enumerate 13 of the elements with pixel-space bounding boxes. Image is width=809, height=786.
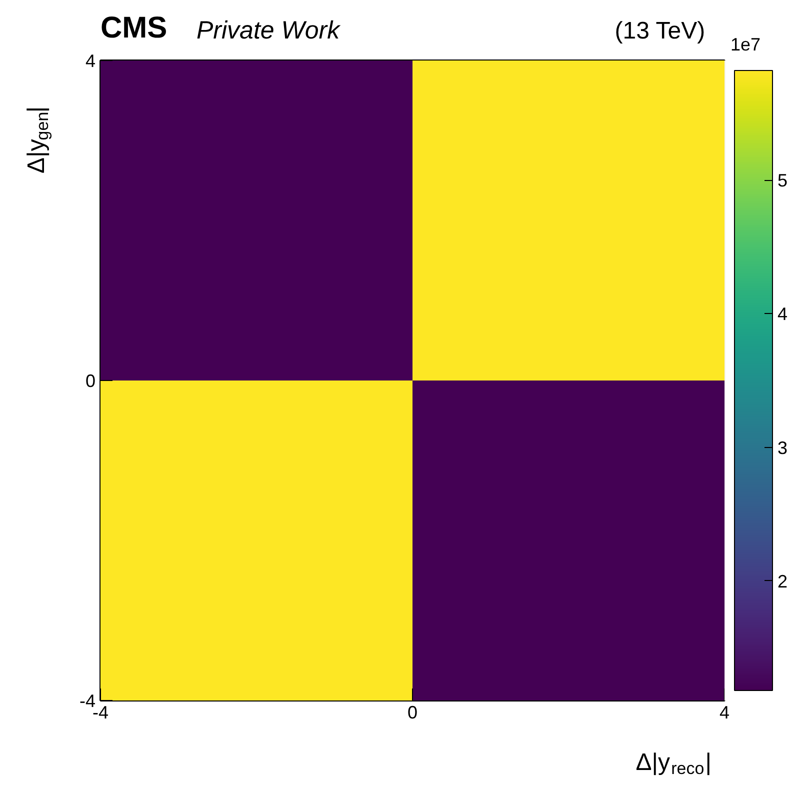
x-tick-label: 0 <box>407 702 418 722</box>
color-bar-label: 3 <box>778 438 788 458</box>
color-bar-title: 1e7 <box>730 34 761 54</box>
y-tick-label: 0 <box>85 371 96 391</box>
text: (13 TeV) <box>614 18 706 44</box>
x-tick-label: 4 <box>719 702 730 722</box>
color-bar-label: 2 <box>778 571 788 592</box>
color-bar-label: 5 <box>778 170 788 191</box>
y-axis-title: Δ|ygen| <box>23 106 52 174</box>
chart-title: CMS <box>100 12 168 44</box>
color-bar-label: 4 <box>778 304 788 324</box>
y-tick-label: 4 <box>85 51 96 71</box>
chart-subtitle: Private Work <box>196 16 342 44</box>
